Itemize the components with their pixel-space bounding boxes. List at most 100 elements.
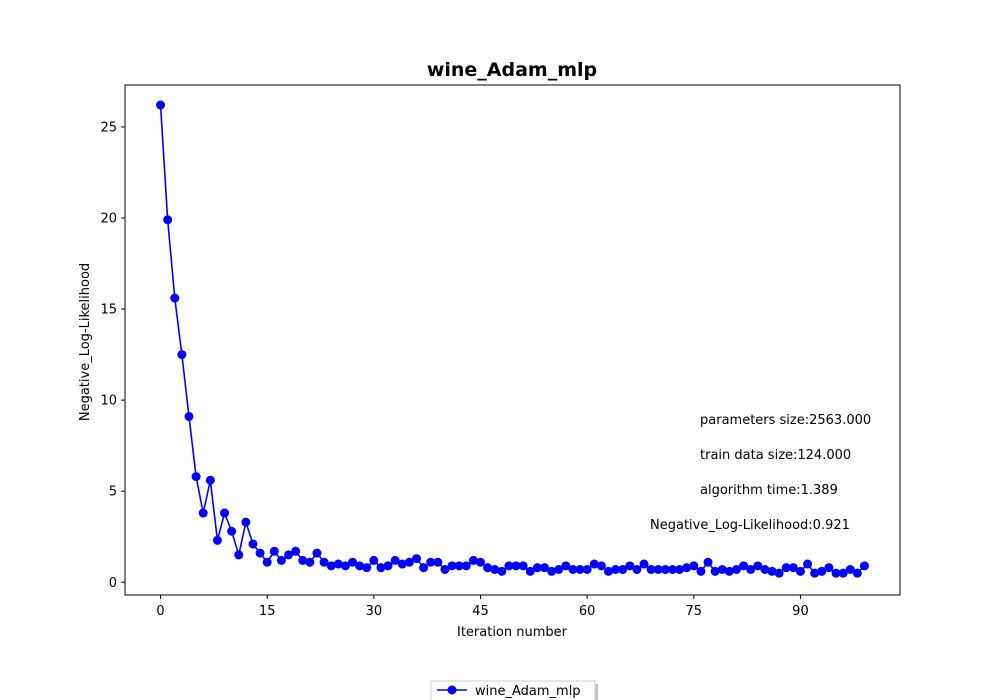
data-point	[262, 557, 272, 567]
data-point	[568, 565, 578, 574]
x-axis-title: Iteration number	[457, 625, 568, 640]
data-point	[646, 565, 656, 574]
y-tick-label: 10	[100, 394, 117, 409]
data-point	[845, 565, 855, 574]
data-point	[440, 565, 450, 574]
data-point	[326, 561, 336, 571]
data-point	[312, 548, 322, 558]
data-point	[284, 550, 294, 560]
data-point	[319, 557, 329, 567]
data-point	[497, 566, 507, 576]
x-tick-label: 15	[259, 604, 276, 619]
series-points	[156, 100, 869, 578]
annotation-final-nll: Negative_Log-Likelihood:0.921	[650, 518, 850, 533]
data-point	[696, 566, 706, 576]
data-point	[675, 565, 685, 574]
data-point	[795, 566, 805, 576]
data-point	[753, 561, 763, 571]
x-tick-label: 75	[686, 604, 703, 619]
data-point	[817, 566, 827, 576]
data-point	[739, 561, 749, 571]
data-point	[511, 561, 521, 571]
data-point	[554, 565, 564, 574]
data-point	[333, 559, 343, 569]
data-point	[831, 568, 841, 578]
data-point	[575, 565, 585, 574]
data-point	[774, 568, 784, 578]
data-point	[198, 508, 208, 518]
annotation-parameters-size: parameters size:2563.000	[700, 413, 871, 428]
data-point	[156, 100, 166, 110]
data-point	[212, 535, 222, 545]
annotation-train-data-size: train data size:124.000	[700, 448, 851, 463]
data-point	[788, 563, 798, 573]
y-tick-label: 0	[109, 576, 117, 591]
data-point	[731, 565, 741, 574]
data-point	[653, 565, 663, 574]
x-tick-label: 60	[579, 604, 596, 619]
data-point	[205, 475, 215, 485]
data-point	[504, 561, 514, 571]
data-point	[582, 565, 592, 574]
y-tick-label: 20	[100, 211, 117, 226]
data-point	[170, 293, 180, 303]
data-point	[234, 550, 244, 560]
data-point	[710, 566, 720, 576]
data-point	[781, 563, 791, 573]
legend[interactable]: wine_Adam_mlp	[430, 680, 598, 700]
data-point	[241, 517, 251, 527]
data-point	[476, 557, 485, 567]
data-point	[404, 557, 414, 567]
data-point	[561, 561, 571, 571]
data-point	[390, 555, 400, 565]
data-point	[682, 563, 692, 573]
data-point	[461, 561, 471, 571]
data-point	[447, 561, 457, 571]
data-point	[547, 566, 557, 576]
data-point	[369, 555, 379, 565]
annotations: parameters size:2563.000 train data size…	[650, 413, 871, 533]
data-point	[540, 563, 549, 573]
x-tick-label: 90	[792, 604, 809, 619]
data-point	[746, 565, 756, 574]
legend-box	[430, 680, 596, 700]
data-point	[490, 565, 500, 574]
data-point	[483, 563, 493, 573]
data-point	[760, 565, 770, 574]
data-point	[355, 561, 365, 571]
data-point	[412, 554, 422, 564]
data-point	[525, 566, 535, 576]
data-point	[596, 561, 606, 571]
y-axis-ticks: 0 5 10 15 20 25	[100, 120, 125, 591]
x-tick-label: 45	[472, 604, 489, 619]
y-tick-label: 5	[109, 485, 117, 500]
data-point	[532, 563, 542, 573]
data-point	[618, 565, 628, 574]
data-point	[625, 561, 635, 571]
legend-label: wine_Adam_mlp	[475, 684, 581, 699]
data-point	[767, 566, 777, 576]
plot-area	[124, 84, 901, 596]
data-point	[276, 555, 286, 565]
data-point	[376, 563, 386, 573]
y-tick-label: 15	[100, 303, 117, 318]
data-point	[227, 526, 237, 536]
data-point	[852, 568, 862, 578]
data-point	[518, 561, 528, 571]
data-point	[632, 565, 642, 574]
legend-marker-swatch	[447, 685, 457, 695]
data-point	[824, 563, 834, 573]
data-point	[838, 568, 848, 578]
data-point	[397, 559, 407, 569]
data-point	[348, 557, 358, 567]
data-point	[184, 412, 194, 421]
annotation-algorithm-time: algorithm time:1.389	[700, 483, 838, 498]
data-point	[426, 557, 436, 567]
data-point	[803, 559, 813, 569]
x-tick-label: 0	[156, 604, 164, 619]
data-point	[639, 559, 649, 569]
data-point	[667, 565, 677, 574]
data-point	[177, 350, 187, 360]
data-point	[724, 566, 734, 576]
